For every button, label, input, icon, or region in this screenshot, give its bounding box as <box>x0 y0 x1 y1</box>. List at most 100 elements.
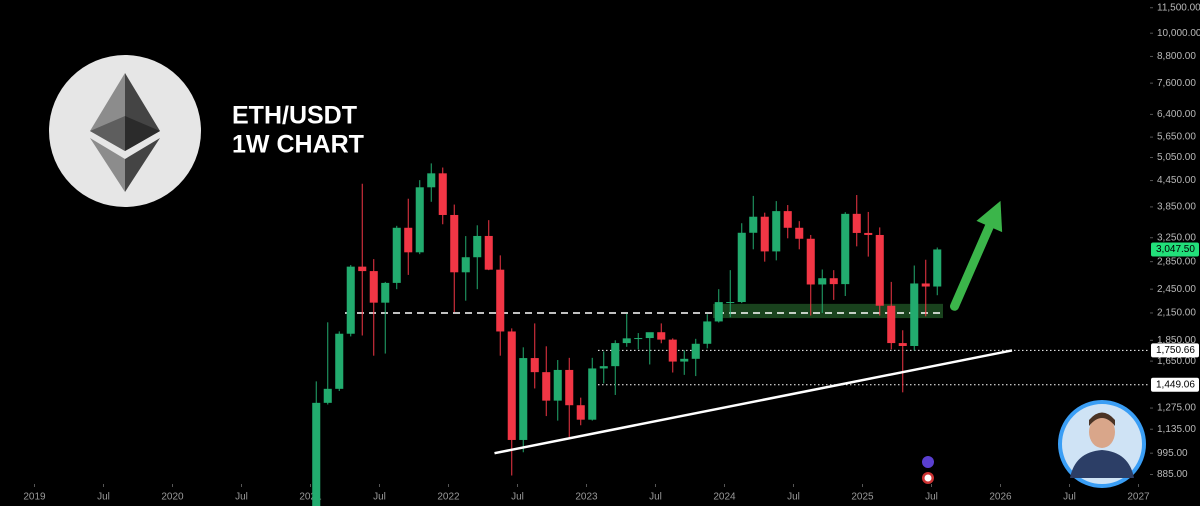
candle-body <box>542 372 551 401</box>
candle-body <box>910 283 919 346</box>
y-tick-label: 2,150.00 <box>1157 308 1196 319</box>
candle-body <box>898 343 907 346</box>
eth-logo <box>49 55 201 207</box>
candle-body <box>611 343 620 367</box>
candle-body <box>335 333 344 389</box>
candle-body <box>473 235 482 258</box>
candle-body <box>484 235 493 270</box>
trendline <box>494 349 1013 455</box>
x-tick-label: Jul <box>1063 492 1076 503</box>
candle-body <box>760 216 769 252</box>
event-icons <box>922 456 934 484</box>
y-tick-label: 1,275.00 <box>1157 403 1196 414</box>
last-price-label-box <box>1151 242 1199 257</box>
level-price-label: 1,750.66 <box>1156 345 1195 356</box>
candle-body <box>588 368 597 420</box>
candle-body <box>875 234 884 306</box>
chart-title: ETH/USDT <box>232 102 357 130</box>
candle-body <box>703 321 712 344</box>
candle-body <box>461 257 470 273</box>
x-tick-label: 2027 <box>1127 492 1150 503</box>
candle-body <box>565 369 574 406</box>
x-tick-label: Jul <box>97 492 110 503</box>
y-tick-label: 5,650.00 <box>1157 132 1196 143</box>
candle-body <box>818 278 827 285</box>
x-tick-label: 2021 <box>299 492 322 503</box>
candle-body <box>726 302 735 304</box>
arrow-head <box>976 200 1003 233</box>
candle-body <box>381 282 390 303</box>
candle-body <box>887 305 896 344</box>
x-tick-label: Jul <box>373 492 386 503</box>
candle-body <box>933 249 942 287</box>
x-tick-label: Jul <box>511 492 524 503</box>
x-tick-label: 2023 <box>575 492 598 503</box>
y-tick-label: 2,450.00 <box>1157 284 1196 295</box>
y-tick-label: 8,800.00 <box>1157 51 1196 62</box>
candle-body <box>806 238 815 285</box>
candle-body <box>829 278 838 285</box>
x-tick-label: Jul <box>235 492 248 503</box>
candle-body <box>852 213 861 233</box>
support-zone <box>713 303 943 319</box>
candle-body <box>415 187 424 253</box>
chart-subtitle: 1W CHART <box>232 131 364 159</box>
x-tick-label: 2022 <box>437 492 460 503</box>
candle-body <box>921 283 930 287</box>
candle-body <box>392 227 401 283</box>
y-tick-label: 885.00 <box>1157 469 1188 480</box>
y-tick-label: 3,250.00 <box>1157 232 1196 243</box>
y-tick-label: 4,450.00 <box>1157 175 1196 186</box>
candle-body <box>599 366 608 369</box>
y-tick-label: 2,850.00 <box>1157 256 1196 267</box>
x-tick-label: 2026 <box>989 492 1012 503</box>
candle-body <box>519 358 528 440</box>
y-tick-label: 3,850.00 <box>1157 202 1196 213</box>
candle-body <box>312 402 321 506</box>
candle-body <box>438 173 447 215</box>
candle-body <box>691 343 700 359</box>
y-tick-label: 1,850.00 <box>1157 335 1196 346</box>
candle-body <box>530 358 539 373</box>
last-price-label: 3,047.50 <box>1156 244 1195 255</box>
level-price-label-box <box>1151 377 1199 392</box>
x-tick-label: 2025 <box>851 492 874 503</box>
candle-body <box>714 302 723 322</box>
candle-body <box>668 339 677 362</box>
candle-body <box>346 266 355 334</box>
y-tick-label: 5,050.00 <box>1157 152 1196 163</box>
candle-body <box>772 211 781 252</box>
candle-body <box>358 266 367 272</box>
candle-body <box>749 216 758 233</box>
candle-body <box>795 227 804 239</box>
x-tick-label: 2019 <box>23 492 46 503</box>
plot-area: 11,500.00 10,000.00 8,800.00 7,600.00 6,400.… <box>23 0 1200 506</box>
candle-body <box>553 369 562 401</box>
level-price-label: 1,449.06 <box>1156 379 1195 390</box>
x-tick-label: 2020 <box>161 492 184 503</box>
arrow-shaft <box>950 222 994 311</box>
candle-body <box>783 211 792 228</box>
candle-body <box>841 213 850 285</box>
y-tick-label: 11,500.00 <box>1157 2 1200 13</box>
candle-body <box>496 269 505 332</box>
y-tick-label: 7,600.00 <box>1157 78 1196 89</box>
level-price-label-box <box>1151 343 1199 358</box>
candle-body <box>450 214 459 273</box>
candle-body <box>634 338 643 340</box>
candle-body <box>645 332 654 339</box>
author-avatar <box>1058 400 1146 488</box>
x-tick-label: Jul <box>649 492 662 503</box>
candle-body <box>680 358 689 362</box>
x-tick-label: 2024 <box>713 492 736 503</box>
candle-body <box>323 388 332 403</box>
y-tick-label: 1,135.00 <box>1157 424 1196 435</box>
candle-body <box>404 227 413 253</box>
candle-body <box>622 338 631 344</box>
y-tick-label: 6,400.00 <box>1157 109 1196 120</box>
y-tick-label: 995.00 <box>1157 448 1188 459</box>
candle-body <box>576 405 585 420</box>
y-tick-label: 1,650.00 <box>1157 356 1196 367</box>
